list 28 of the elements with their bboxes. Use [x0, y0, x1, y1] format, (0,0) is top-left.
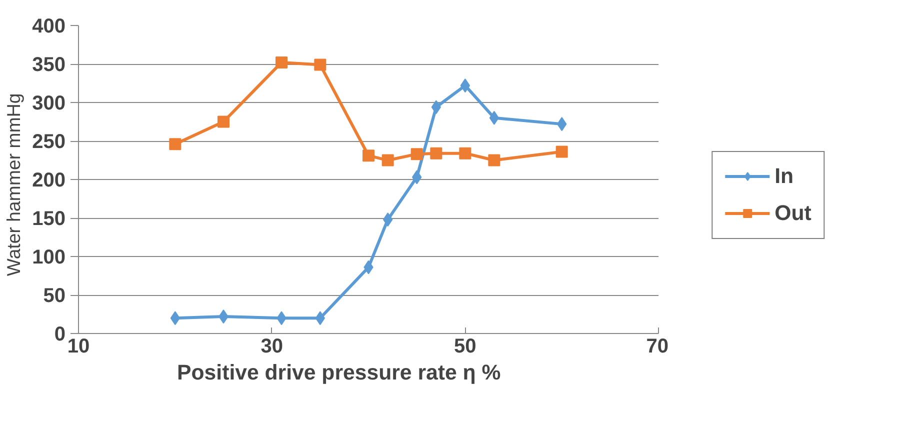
- y-tick-label: 50: [43, 285, 66, 307]
- point: [430, 147, 442, 160]
- x-axis-title: Positive drive pressure rate η %: [177, 360, 501, 384]
- x-tick-label: 30: [260, 336, 283, 358]
- point: [488, 154, 500, 166]
- y-tick-label: 350: [32, 54, 66, 76]
- y-tick-label: 250: [32, 131, 66, 153]
- point: [218, 116, 230, 128]
- point: [556, 146, 568, 158]
- point: [314, 58, 326, 71]
- point: [169, 138, 182, 150]
- point: [382, 154, 394, 166]
- y-tick-label: 100: [32, 246, 66, 268]
- y-tick-label: 300: [32, 92, 66, 114]
- x-tick-label: 70: [646, 336, 669, 358]
- x-tick-label: 10: [67, 336, 90, 358]
- y-axis-title: Water hammer mmHg: [3, 93, 24, 276]
- y-tick-label: 0: [54, 324, 66, 346]
- legend-label: Out: [774, 200, 812, 226]
- y-tick-label: 400: [32, 16, 66, 38]
- point: [362, 150, 374, 162]
- legend-label: In: [774, 164, 795, 188]
- y-tick-label: 150: [32, 208, 66, 230]
- x-tick-label: 50: [454, 336, 476, 358]
- point: [276, 56, 288, 68]
- y-tick-label: 200: [32, 170, 66, 192]
- point: [459, 147, 472, 160]
- point: [410, 148, 423, 160]
